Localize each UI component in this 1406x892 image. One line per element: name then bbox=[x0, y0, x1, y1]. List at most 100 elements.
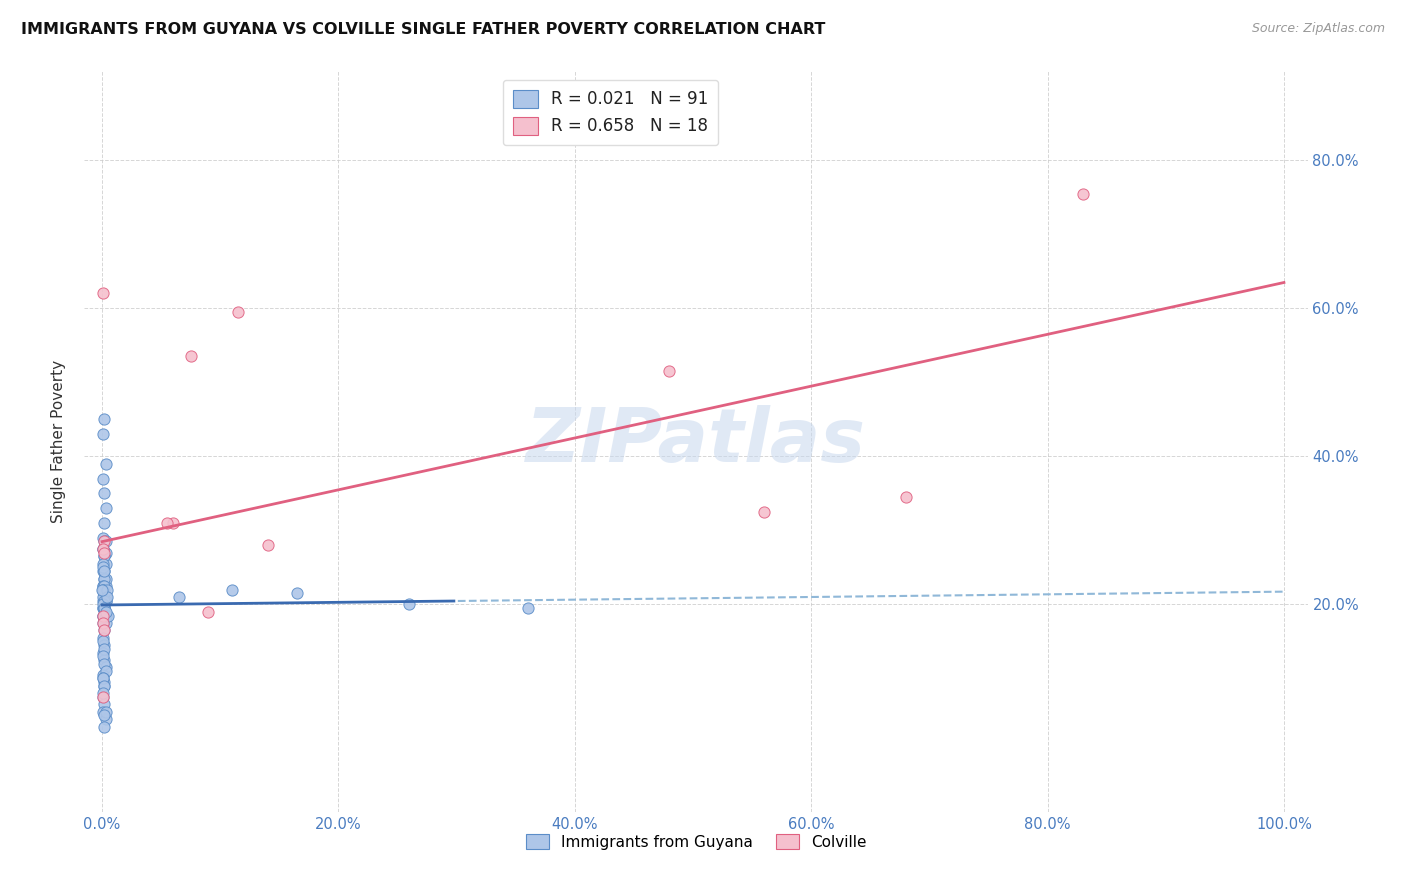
Point bbox=[94, 501, 117, 516]
Point bbox=[93, 572, 115, 586]
Point bbox=[93, 545, 115, 560]
Point bbox=[93, 624, 115, 638]
Point bbox=[94, 608, 117, 623]
Text: IMMIGRANTS FROM GUYANA VS COLVILLE SINGLE FATHER POVERTY CORRELATION CHART: IMMIGRANTS FROM GUYANA VS COLVILLE SINGL… bbox=[21, 22, 825, 37]
Point bbox=[96, 590, 118, 604]
Point bbox=[93, 572, 115, 586]
Point bbox=[91, 582, 114, 597]
Point bbox=[93, 641, 115, 656]
Point bbox=[93, 486, 115, 500]
Point bbox=[91, 579, 114, 593]
Point bbox=[91, 531, 114, 545]
Point bbox=[256, 538, 278, 552]
Point bbox=[91, 634, 114, 648]
Point bbox=[94, 615, 117, 630]
Point bbox=[91, 608, 114, 623]
Point bbox=[93, 720, 115, 734]
Point bbox=[398, 598, 420, 612]
Point bbox=[94, 608, 117, 623]
Point bbox=[94, 605, 117, 619]
Point bbox=[94, 457, 117, 471]
Point bbox=[94, 705, 117, 719]
Text: Source: ZipAtlas.com: Source: ZipAtlas.com bbox=[1251, 22, 1385, 36]
Point bbox=[93, 549, 115, 564]
Point bbox=[91, 615, 114, 630]
Point bbox=[91, 615, 114, 630]
Point bbox=[93, 679, 115, 693]
Point bbox=[93, 586, 115, 600]
Point bbox=[93, 564, 115, 578]
Point bbox=[167, 590, 190, 604]
Point bbox=[94, 545, 117, 560]
Point bbox=[94, 712, 117, 726]
Point bbox=[93, 653, 115, 667]
Point bbox=[93, 601, 115, 615]
Point bbox=[93, 586, 115, 600]
Point bbox=[93, 698, 115, 712]
Point bbox=[91, 608, 114, 623]
Point bbox=[91, 541, 114, 556]
Point bbox=[226, 305, 249, 319]
Point bbox=[197, 605, 219, 619]
Point bbox=[285, 586, 308, 600]
Point bbox=[91, 286, 114, 301]
Point bbox=[180, 350, 202, 364]
Point bbox=[91, 598, 114, 612]
Point bbox=[93, 586, 115, 600]
Point bbox=[96, 582, 118, 597]
Point bbox=[94, 579, 117, 593]
Point bbox=[93, 579, 115, 593]
Point bbox=[91, 541, 114, 556]
Point bbox=[94, 660, 117, 674]
Point bbox=[93, 412, 115, 426]
Legend: Immigrants from Guyana, Colville: Immigrants from Guyana, Colville bbox=[520, 828, 872, 856]
Point bbox=[894, 490, 917, 504]
Point bbox=[91, 672, 114, 686]
Point bbox=[91, 557, 114, 571]
Point bbox=[93, 564, 115, 578]
Point bbox=[93, 534, 115, 549]
Point bbox=[752, 505, 775, 519]
Point bbox=[91, 541, 114, 556]
Point bbox=[93, 657, 115, 671]
Point bbox=[91, 427, 114, 442]
Point bbox=[91, 672, 114, 686]
Point bbox=[91, 564, 114, 578]
Point bbox=[91, 690, 114, 704]
Point bbox=[93, 708, 115, 723]
Point bbox=[93, 638, 115, 652]
Point bbox=[94, 557, 117, 571]
Point bbox=[93, 624, 115, 638]
Point bbox=[91, 690, 114, 704]
Point bbox=[97, 608, 120, 623]
Point bbox=[91, 705, 114, 719]
Y-axis label: Single Father Poverty: Single Father Poverty bbox=[51, 360, 66, 523]
Point bbox=[93, 598, 115, 612]
Point bbox=[93, 586, 115, 600]
Point bbox=[91, 601, 114, 615]
Point bbox=[94, 572, 117, 586]
Point bbox=[658, 364, 681, 378]
Point bbox=[1071, 186, 1094, 201]
Text: ZIPatlas: ZIPatlas bbox=[526, 405, 866, 478]
Point bbox=[91, 667, 114, 681]
Point bbox=[91, 582, 114, 597]
Point bbox=[221, 582, 243, 597]
Point bbox=[91, 582, 114, 597]
Point bbox=[93, 601, 115, 615]
Point bbox=[91, 686, 114, 700]
Point bbox=[93, 675, 115, 690]
Point bbox=[91, 471, 114, 485]
Point bbox=[94, 593, 117, 607]
Point bbox=[93, 598, 115, 612]
Point bbox=[93, 601, 115, 615]
Point bbox=[93, 534, 115, 549]
Point bbox=[91, 590, 114, 604]
Point bbox=[93, 516, 115, 530]
Point bbox=[94, 534, 117, 549]
Point bbox=[94, 593, 117, 607]
Point bbox=[91, 593, 114, 607]
Point bbox=[93, 593, 115, 607]
Point bbox=[91, 649, 114, 664]
Point bbox=[516, 601, 538, 615]
